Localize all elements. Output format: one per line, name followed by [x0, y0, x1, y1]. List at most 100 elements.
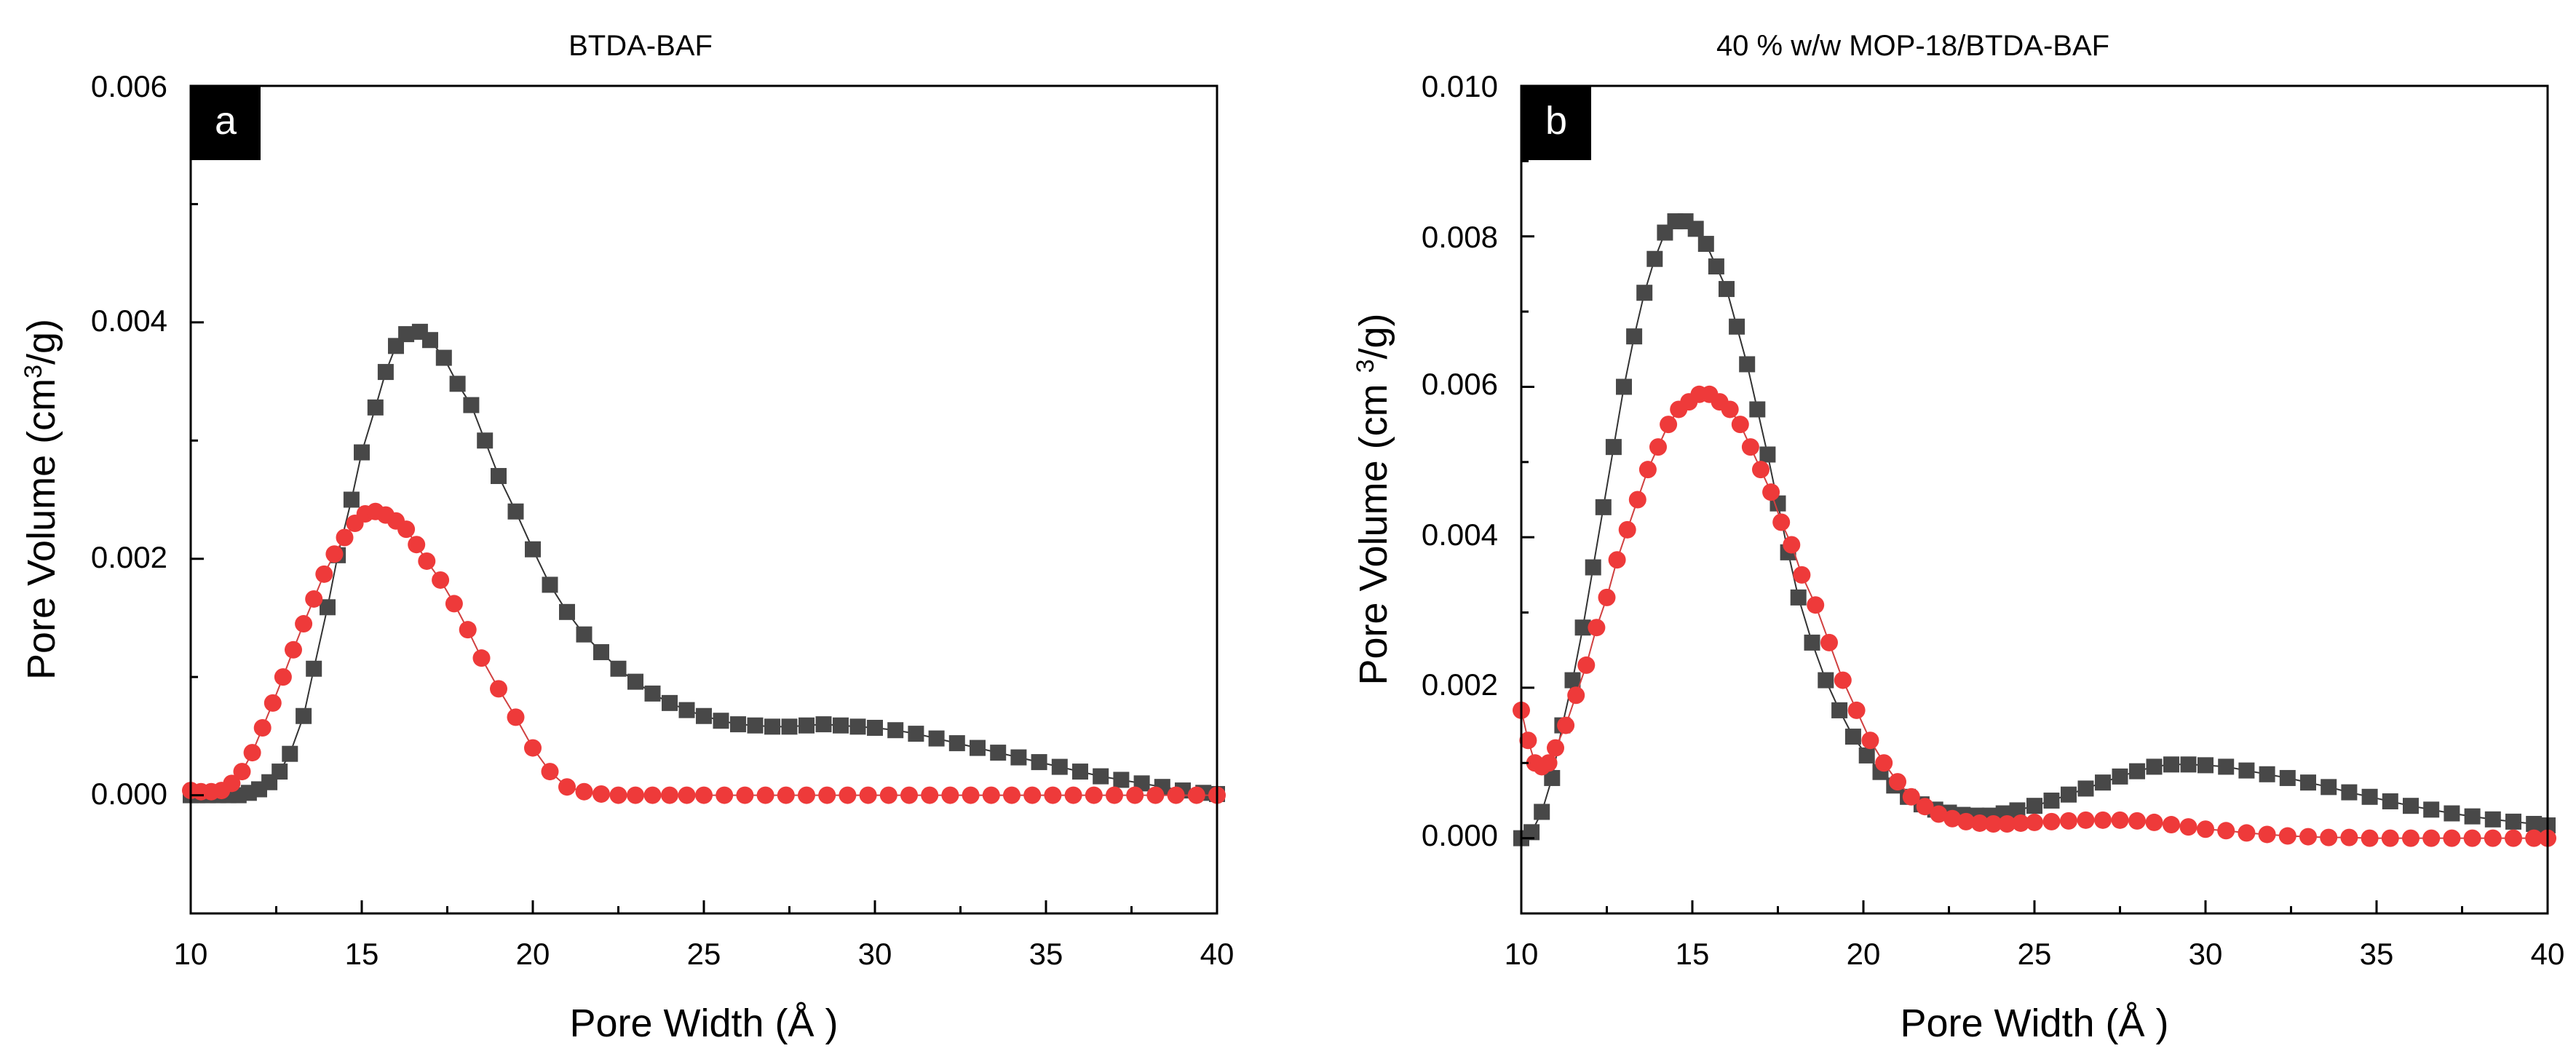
chart-a-series-1-point	[747, 717, 764, 734]
chart-b-series-1-point	[2423, 801, 2440, 818]
chart-b-series-2-point	[2145, 813, 2163, 831]
chart-a-series-1-point	[662, 694, 678, 711]
chart-b-series-2-point	[1731, 416, 1749, 434]
chart-b-series	[1513, 213, 2556, 847]
chart-a-ytick-label: 0.000	[91, 777, 167, 811]
chart-b-ylabel: Pore Volume (cm 3/g)	[1352, 313, 1395, 685]
chart-a-series-2-point	[397, 520, 416, 539]
chart-b-series-2-point	[2012, 814, 2030, 832]
chart-b-series-1-point	[2341, 784, 2358, 801]
chart-b-series-2-point	[1834, 671, 1852, 689]
chart-b-series-2-point	[1916, 798, 1934, 816]
chart-b-ylabel-post: /g)	[1352, 313, 1395, 359]
chart-b-series-2-point	[1902, 788, 1920, 806]
chart-a-series-2-point	[756, 786, 774, 804]
chart-b-series-2-point	[1567, 686, 1585, 705]
chart-a-series-2-point	[507, 708, 525, 726]
chart-b-ytick-label: 0.010	[1422, 69, 1498, 103]
chart-b-ylabel-pre: Pore Volume (cm	[1352, 373, 1395, 685]
chart-a-series-1-point	[887, 722, 904, 739]
chart-b-panel-label-box	[1521, 86, 1591, 160]
chart-b-series-2-point	[1762, 483, 1780, 501]
chart-a-series-1-point	[1093, 768, 1109, 785]
chart-a-series-1-point	[354, 444, 370, 461]
chart-a-series-2-point	[736, 786, 754, 804]
chart-b-series-1-point	[2026, 798, 2042, 814]
chart-b-series-2-point	[1783, 536, 1801, 554]
chart-a-series-1-point	[559, 603, 575, 620]
chart-a-series-2-point	[418, 552, 436, 570]
chart-b-series-1-point	[2279, 769, 2296, 786]
chart-a-series-2-point	[325, 545, 344, 563]
chart-a-series-1-point	[435, 349, 452, 366]
chart-b-series-2-point	[2443, 829, 2461, 847]
chart-a-series-1-point	[713, 713, 729, 729]
chart-b-series-1-point	[1818, 672, 1834, 689]
chart-a-series-2-point	[1023, 786, 1042, 804]
chart-a-ytick-label: 0.002	[91, 540, 167, 574]
chart-a-xtick-label: 35	[1029, 937, 1063, 971]
chart-b-series-2-point	[2060, 812, 2077, 830]
chart-b-series-2-point	[1557, 716, 1575, 734]
chart-b-series-1-point	[2403, 798, 2419, 814]
chart-a-series-1-point	[730, 716, 746, 733]
chart-b-series-2-point	[1807, 596, 1825, 614]
chart-b-series-1-point	[2505, 813, 2521, 830]
chart-b-series-1-point	[1574, 619, 1591, 636]
chart-b-series-1-point	[1749, 401, 1766, 418]
chart-b-series-2-point	[1638, 461, 1657, 479]
chart-a-series-2-point	[524, 739, 542, 757]
chart-b-series-2-point	[1752, 461, 1769, 479]
chart-a-series-1-point	[833, 717, 849, 734]
chart-b-series-1-point	[1708, 258, 1724, 275]
chart-a-series-2-point	[233, 763, 251, 781]
chart-b-series-1-point	[1523, 824, 1540, 841]
chart-b-ytick-label: 0.004	[1422, 517, 1498, 552]
chart-b-series-2-point	[2163, 816, 2180, 834]
chart-b-series-1-point	[1616, 378, 1632, 395]
chart-a-series-2-point	[1167, 786, 1185, 804]
chart-a-ylabel-post: /g)	[20, 319, 63, 365]
chart-b-series-2-point	[2525, 829, 2543, 847]
chart-a-series-2-point	[921, 786, 939, 804]
chart-a-series-2-point	[223, 774, 241, 793]
chart-a-series-2-point	[315, 565, 333, 583]
chart-b-series-2-point	[1970, 814, 1989, 832]
chart-a-series-1-point	[867, 719, 883, 736]
chart-b-series-1-point	[1759, 446, 1776, 463]
chart-b-series-1-point	[1585, 559, 1601, 576]
chart-b-xtick-label: 35	[2360, 937, 2394, 971]
chart-b-series-2-point	[1998, 814, 2016, 833]
chart-a-series-1-point	[593, 644, 609, 661]
chart-b-title: 40 % w/w MOP-18/BTDA-BAF	[1716, 30, 2109, 62]
chart-a-series-1-point	[1072, 763, 1088, 780]
chart-b-series-2-point	[2320, 828, 2338, 846]
chart-a-series-2-point	[305, 590, 323, 608]
chart-a-series-2-point	[941, 786, 959, 804]
chart-b-series-1-line	[1521, 221, 2548, 839]
chart-b-series-1-point	[1739, 356, 1756, 373]
chart-b-series-1-point	[2009, 802, 2026, 819]
chart-a-series-1-point	[1031, 754, 1047, 771]
chart-a-ytick-label: 0.004	[91, 304, 167, 338]
chart-a-series-1-point	[970, 739, 986, 756]
chart-b-series-2-point	[1875, 754, 1893, 772]
chart-b-series-1-point	[2112, 768, 2128, 785]
chart-a-series-2-point	[1003, 786, 1021, 804]
chart-b-series-1-point	[2484, 811, 2501, 828]
chart-b-series-2-point	[1847, 701, 1866, 719]
chart-a-series-2-point	[777, 786, 795, 804]
chart-a-series-1-point	[627, 673, 643, 690]
chart-b-series-2-point	[2238, 824, 2256, 842]
chart-b-series-1-point	[1687, 221, 1704, 237]
chart-b-series-1-point	[1729, 318, 1745, 335]
chart-a-series-2-point	[408, 536, 426, 554]
chart-a-series-2-point	[962, 786, 980, 804]
chart-b-series-1-point	[1646, 250, 1663, 267]
chart-a-panel-label-box	[191, 86, 261, 160]
chart-a-series-1-point	[398, 326, 415, 343]
chart-a-series-1-point	[367, 399, 384, 416]
chart-a-series-2-point	[263, 694, 282, 712]
chart-a-series-1-point	[610, 660, 627, 677]
chart-a-series-2-point	[1146, 786, 1165, 804]
